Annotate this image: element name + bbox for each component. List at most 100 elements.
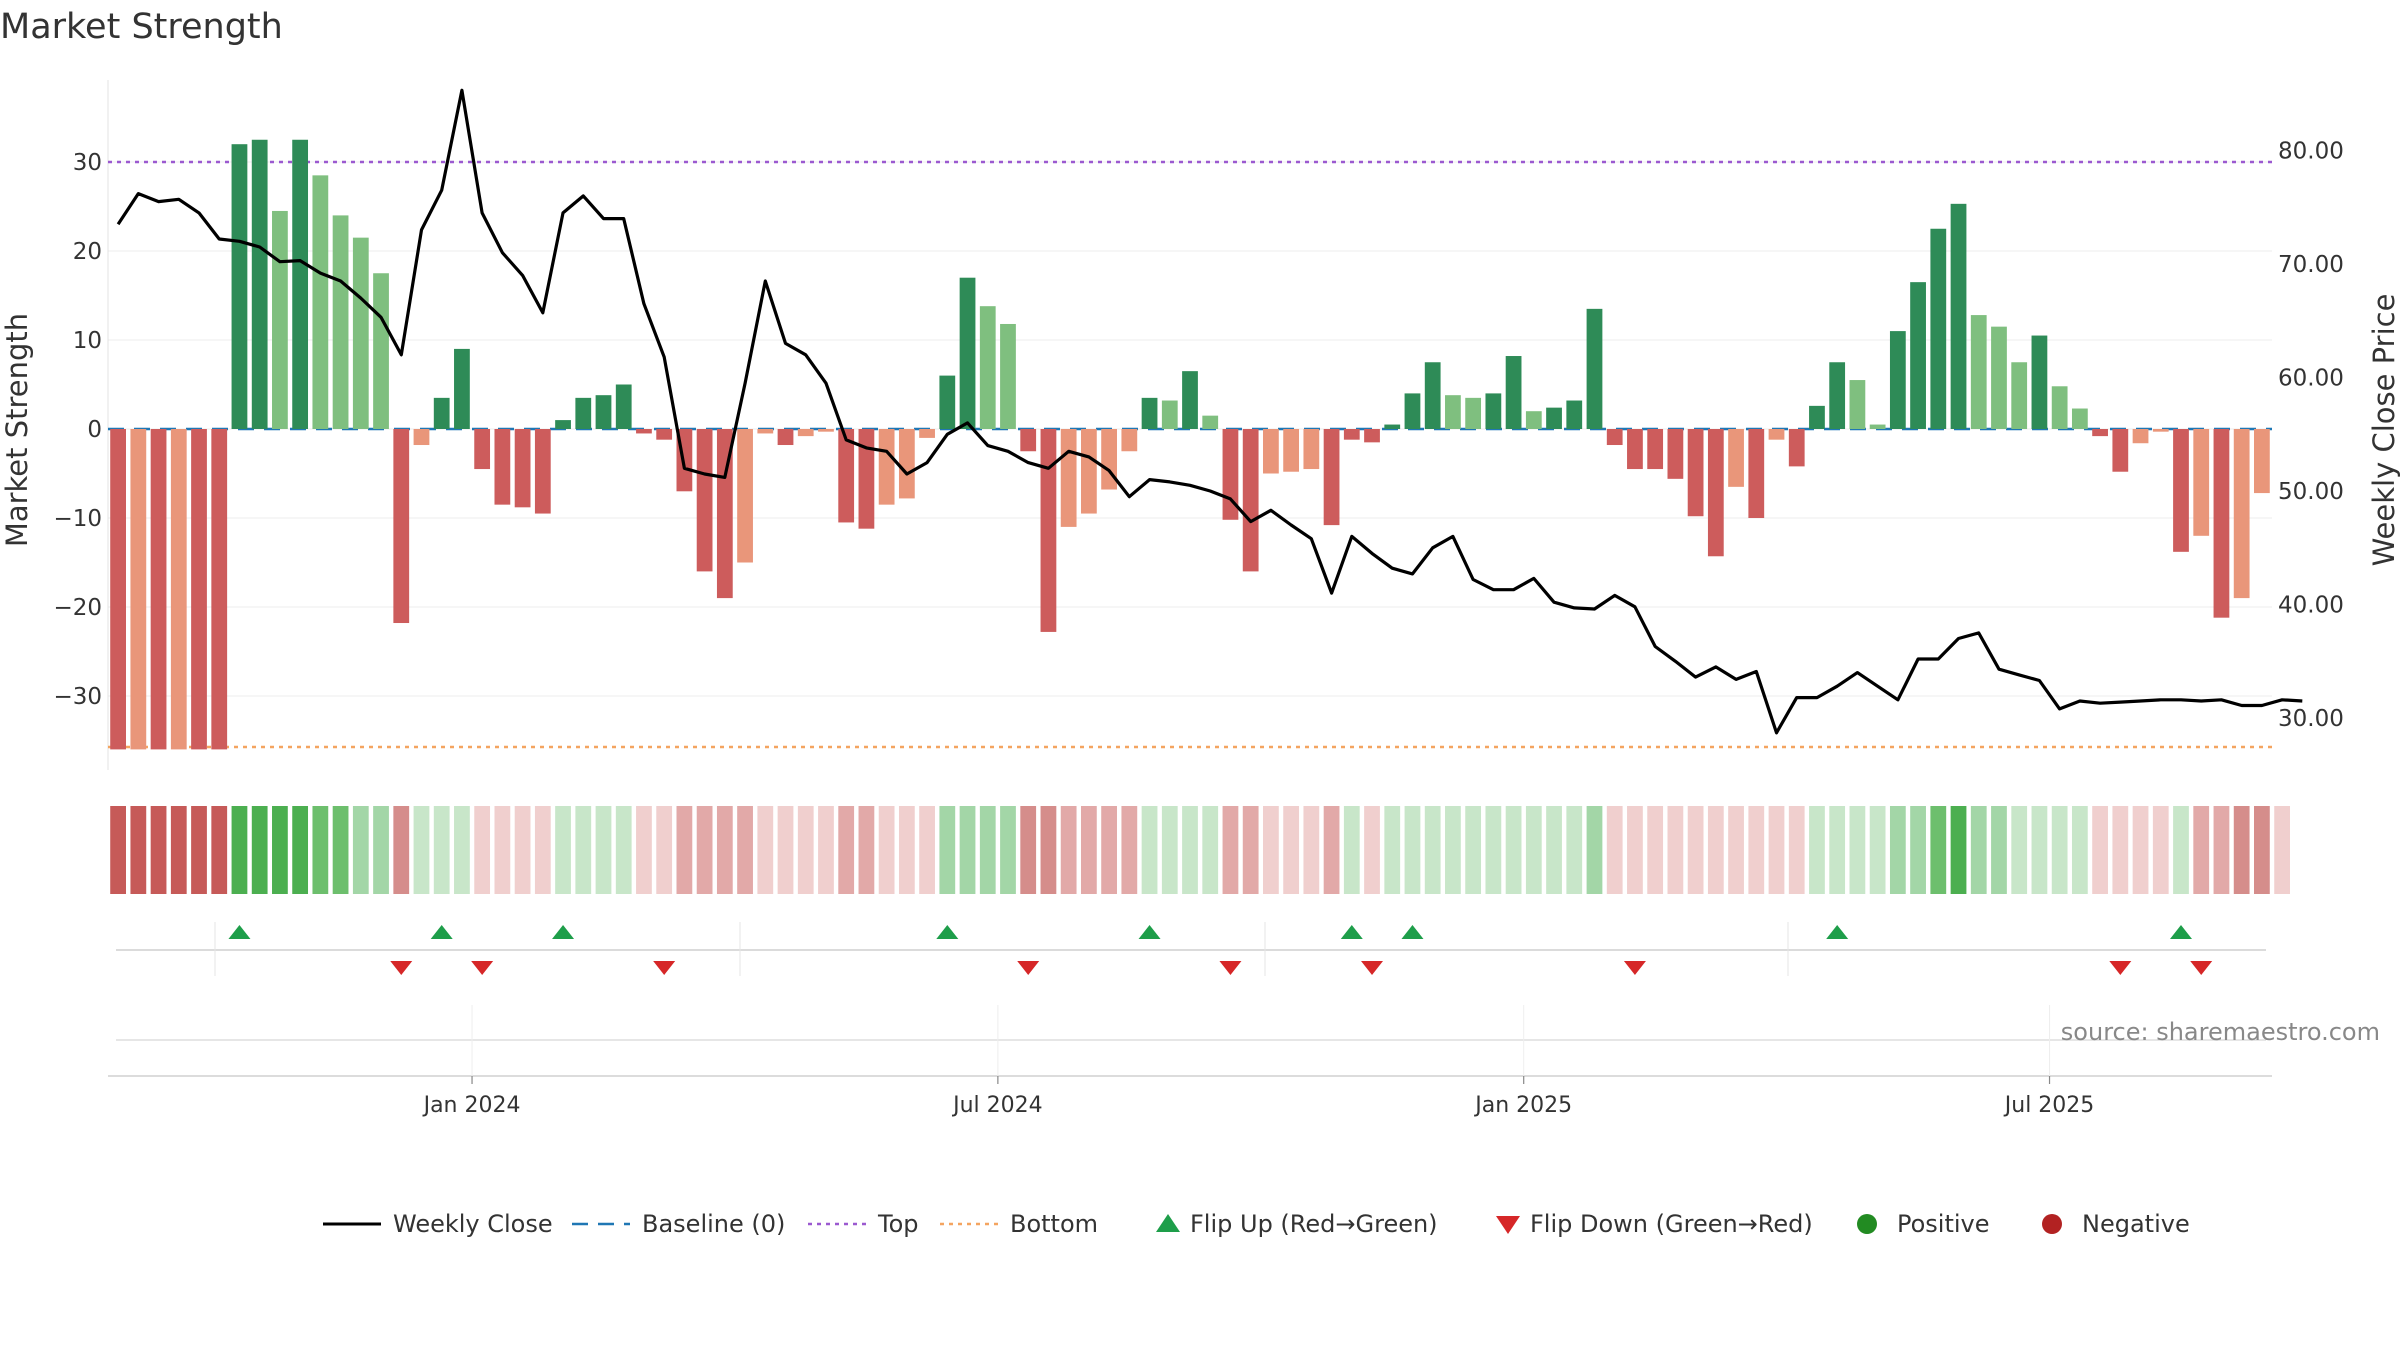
state-cell	[1505, 806, 1522, 894]
state-cell	[797, 806, 814, 894]
flip-up-marker	[430, 925, 453, 939]
state-cell	[494, 806, 511, 894]
state-cell	[373, 806, 389, 894]
strength-bar	[2011, 362, 2028, 429]
legend-label: Flip Down (Green→Red)	[1530, 1210, 1813, 1238]
state-cell	[979, 806, 996, 894]
strength-bar	[1404, 393, 1421, 429]
strength-bar	[838, 429, 855, 523]
legend-label: Baseline (0)	[642, 1210, 785, 1238]
state-cell	[332, 806, 349, 894]
flip-down-marker	[653, 961, 676, 975]
strength-bar	[777, 429, 794, 446]
legend-swatch	[1496, 1216, 1520, 1234]
strength-bar	[494, 429, 511, 505]
state-strip	[110, 806, 2290, 894]
state-cell	[838, 806, 855, 894]
strength-bar	[1788, 429, 1805, 467]
state-cell	[1080, 806, 1097, 894]
state-cell	[1222, 806, 1239, 894]
state-cell	[2092, 806, 2108, 894]
strength-bar	[858, 429, 875, 529]
state-cell	[2173, 806, 2189, 894]
state-cell	[1849, 806, 1866, 894]
legend-item-negative: Negative	[2042, 1210, 2190, 1238]
legend-label: Negative	[2082, 1210, 2190, 1238]
strength-bar	[797, 429, 814, 437]
state-cell	[1283, 806, 1300, 894]
strength-bar	[2092, 429, 2108, 437]
state-cell	[211, 806, 228, 894]
state-cell	[1323, 806, 1340, 894]
strength-panel: −30 −20 −10 0 10 20 30 30.00 40.00 50.00 60.00 70.…	[0, 80, 2400, 770]
state-cell	[1182, 806, 1198, 894]
legend-item-bottom: Bottom	[940, 1210, 1098, 1238]
state-cell	[2233, 806, 2250, 894]
strength-bar	[716, 429, 733, 599]
state-cell	[433, 806, 450, 894]
state-cell	[231, 806, 248, 894]
state-cell	[777, 806, 794, 894]
state-cell	[1910, 806, 1926, 894]
y-tick-label: 30	[73, 150, 102, 176]
strength-bar	[1424, 362, 1441, 429]
state-cell	[716, 806, 733, 894]
state-cell	[1465, 806, 1482, 894]
state-cell	[696, 806, 713, 894]
state-cell	[2132, 806, 2149, 894]
strength-bar	[1991, 326, 2007, 429]
strength-bar	[130, 429, 147, 750]
y2-axis-label: Weekly Close Price	[2367, 294, 2400, 567]
strength-bar	[1606, 429, 1623, 446]
strength-bar	[1182, 371, 1198, 429]
state-cell	[636, 806, 652, 894]
state-cell	[1809, 806, 1825, 894]
right-axis: 30.00 40.00 50.00 60.00 70.00 80.00	[2278, 139, 2344, 733]
strength-bar	[534, 429, 551, 514]
state-cell	[413, 806, 430, 894]
state-cell	[1768, 806, 1785, 894]
strength-bar	[1768, 429, 1785, 440]
strength-bar	[332, 215, 349, 429]
strength-bar	[413, 429, 430, 446]
strength-bar	[656, 429, 673, 440]
y2-tick-label: 80.00	[2278, 139, 2344, 165]
strength-bar	[2173, 429, 2189, 552]
strength-bar	[696, 429, 713, 572]
strength-bar	[251, 139, 268, 429]
legend-item-price: Weekly Close	[323, 1210, 553, 1238]
state-cell	[2152, 806, 2169, 894]
state-cell	[1040, 806, 1057, 894]
state-cell	[312, 806, 329, 894]
legend-swatch	[1156, 1214, 1180, 1232]
state-cell	[534, 806, 551, 894]
strength-bar	[1343, 429, 1360, 440]
strength-bar	[1202, 415, 1219, 429]
state-cell	[1546, 806, 1562, 894]
state-cell	[191, 806, 207, 894]
flip-down-marker	[1361, 961, 1384, 975]
strength-bar	[393, 429, 410, 624]
strength-bar	[1869, 424, 1886, 429]
flip-up-marker	[1826, 925, 1849, 939]
strength-bar	[1627, 429, 1643, 470]
strength-bar	[2233, 429, 2250, 599]
y-tick-label: 10	[73, 328, 102, 354]
state-cell	[1970, 806, 1987, 894]
state-cell	[1424, 806, 1441, 894]
y2-tick-label: 50.00	[2278, 479, 2344, 505]
x-tick-label: Jul 2024	[951, 1093, 1043, 1118]
state-cell	[595, 806, 612, 894]
state-cell	[110, 806, 126, 894]
strength-bar	[1930, 228, 1947, 429]
state-cell	[919, 806, 935, 894]
state-cell	[2051, 806, 2068, 894]
state-cell	[1101, 806, 1117, 894]
strength-bar	[150, 429, 167, 750]
state-cell	[1445, 806, 1461, 894]
strength-bar	[1263, 429, 1279, 474]
strength-bar	[454, 348, 470, 429]
state-cell	[1829, 806, 1846, 894]
state-cell	[939, 806, 956, 894]
flip-up-marker	[1401, 925, 1424, 939]
